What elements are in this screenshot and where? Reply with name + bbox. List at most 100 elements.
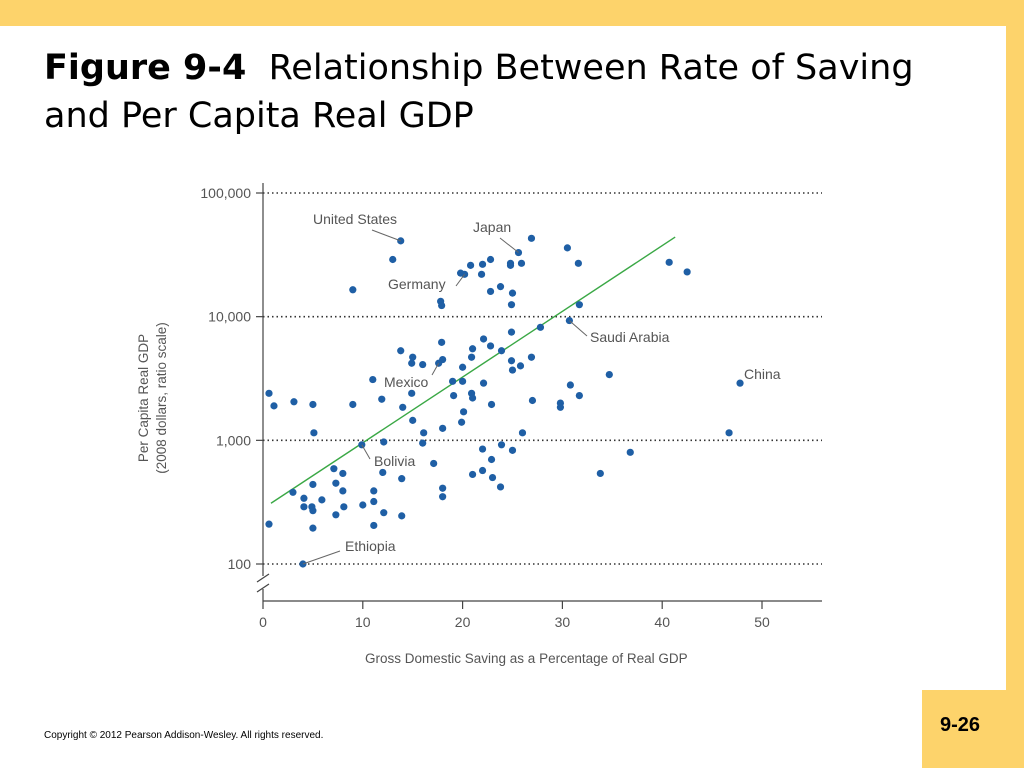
data-point: [496, 483, 505, 491]
data-point: [398, 512, 406, 520]
trend-line: [270, 236, 676, 504]
data-point: [468, 345, 477, 353]
data-point: [359, 501, 367, 509]
data-point: [438, 338, 446, 346]
data-point: [419, 439, 427, 447]
x-tick-label: 20: [455, 614, 471, 630]
data-point: [438, 301, 446, 310]
data-point: [370, 497, 378, 506]
y-axis-label-line1: Per Capita Real GDP: [136, 334, 151, 462]
country-label: Saudi Arabia: [590, 329, 670, 345]
data-point: [518, 429, 527, 437]
country-labels: United States Japan Germany Saudi Arabia Chi…: [302, 211, 781, 565]
data-point: [496, 283, 505, 291]
data-point: [508, 446, 517, 454]
data-point: [439, 484, 447, 492]
data-point: [507, 301, 516, 309]
data-point: [479, 379, 488, 387]
data-point: [389, 255, 397, 264]
axis-break-mark: [256, 583, 270, 593]
data-point: [574, 259, 582, 267]
page-number: 9-26: [940, 714, 981, 736]
y-axis-label-line2: (2008 dollars, ratio scale): [154, 322, 169, 474]
data-point: [349, 400, 357, 409]
x-axis-ticks: 0 10 20 30 40 50: [259, 601, 770, 630]
data-point: [575, 301, 583, 309]
data-point: [527, 353, 536, 361]
data-point: [517, 259, 526, 267]
data-point: [450, 391, 458, 400]
slide-title: Figure 9-4 Relationship Between Rate of …: [44, 44, 964, 140]
gridlines: [263, 192, 822, 565]
data-point: [459, 377, 467, 385]
leader-line: [499, 237, 519, 253]
data-point: [507, 357, 516, 365]
data-point: [409, 353, 417, 361]
data-point: [349, 286, 357, 294]
data-point: [566, 381, 574, 389]
country-label: United States: [313, 211, 397, 227]
country-label: Japan: [473, 219, 511, 235]
title-text: Relationship Between Rate of Saving and …: [44, 48, 914, 136]
data-point: [439, 424, 447, 432]
data-point: [290, 398, 298, 406]
data-point: [665, 258, 673, 266]
data-point: [575, 391, 583, 400]
leader-line: [569, 320, 588, 337]
data-point: [508, 289, 517, 297]
country-label: Ethiopia: [345, 538, 396, 554]
data-point: [725, 429, 733, 437]
data-point: [339, 469, 347, 478]
data-point: [486, 255, 495, 264]
leader-line: [302, 550, 341, 565]
data-point: [430, 459, 438, 468]
x-axis-label: Gross Domestic Saving as a Percentage of…: [365, 651, 688, 666]
country-label: Germany: [388, 276, 446, 292]
data-point: [289, 488, 297, 496]
data-point: [487, 400, 496, 409]
data-point: [380, 509, 388, 517]
data-point: [497, 347, 506, 355]
data-point: [332, 511, 340, 519]
data-point: [330, 465, 338, 473]
right-accent-bar: [1006, 0, 1024, 768]
data-point: [458, 418, 466, 426]
data-point: [439, 493, 447, 501]
y-tick-label: 100,000: [200, 185, 251, 201]
data-point: [369, 375, 377, 384]
data-point: [408, 389, 416, 397]
data-point: [487, 455, 496, 464]
data-point: [332, 479, 340, 487]
country-label: Mexico: [384, 374, 429, 390]
top-accent-bar: [0, 0, 1024, 26]
leader-line: [361, 444, 371, 460]
x-tick-label: 0: [259, 614, 267, 630]
x-tick-label: 10: [355, 614, 371, 630]
data-point: [596, 469, 604, 478]
data-point: [486, 287, 495, 296]
data-point: [370, 521, 378, 530]
data-point: [309, 524, 317, 532]
data-point: [467, 353, 476, 361]
data-point: [459, 363, 467, 371]
data-point: [683, 268, 691, 276]
country-label: China: [744, 366, 781, 382]
data-point: [379, 468, 387, 477]
data-point: [507, 328, 516, 336]
data-point: [309, 507, 317, 515]
data-point: [466, 261, 475, 269]
data-point: [488, 473, 497, 482]
data-point: [409, 416, 417, 424]
data-point: [420, 429, 428, 437]
data-point: [468, 470, 477, 479]
copyright-notice: Copyright © 2012 Pearson Addison-Wesley.…: [44, 730, 324, 741]
data-point: [339, 487, 347, 495]
data-point: [468, 394, 477, 402]
data-point: [310, 429, 318, 437]
data-point: [516, 362, 525, 370]
y-axis-ticks: 100 1,000 10,000 100,000: [200, 185, 263, 572]
data-point: [605, 371, 613, 379]
data-point: [399, 403, 407, 411]
data-point: [459, 408, 468, 416]
data-point: [419, 360, 427, 369]
